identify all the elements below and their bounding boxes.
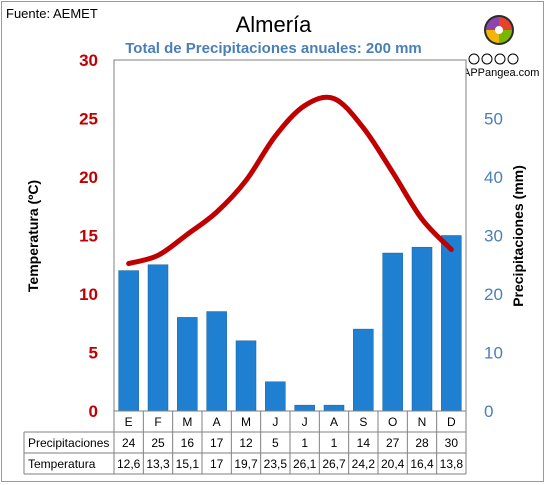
precipitation-bar bbox=[294, 404, 315, 412]
temperature-value: 13,8 bbox=[440, 457, 464, 471]
precipitation-value: 27 bbox=[386, 436, 400, 450]
y-right-tick-label: 0 bbox=[484, 402, 493, 421]
x-tick-label: J bbox=[272, 415, 278, 429]
x-tick-label: N bbox=[418, 415, 427, 429]
y-left-tick-label: 10 bbox=[79, 285, 98, 304]
temperature-value: 13,3 bbox=[146, 457, 170, 471]
chart-subtitle: Total de Precipitaciones anuales: 200 mm bbox=[125, 40, 422, 57]
precipitation-bar bbox=[441, 235, 462, 412]
y-right-tick-label: 40 bbox=[484, 168, 503, 187]
temperature-value: 26,1 bbox=[293, 457, 317, 471]
y-right-tick-label: 10 bbox=[484, 344, 503, 363]
x-tick-label: D bbox=[447, 415, 456, 429]
table-row-label-precipitation: Precipitaciones bbox=[28, 436, 109, 450]
temperature-line bbox=[126, 94, 454, 267]
x-tick-label: S bbox=[359, 415, 367, 429]
precipitation-value: 17 bbox=[210, 436, 224, 450]
precipitation-bar bbox=[147, 264, 169, 412]
temperature-value: 24,2 bbox=[352, 457, 376, 471]
precipitation-value: 14 bbox=[357, 436, 371, 450]
x-tick-label: E bbox=[125, 415, 133, 429]
temperature-value: 23,5 bbox=[264, 457, 288, 471]
y-left-tick-label: 0 bbox=[89, 402, 98, 421]
temperature-value: 16,4 bbox=[410, 457, 434, 471]
precipitation-value: 1 bbox=[331, 436, 338, 450]
chart-title: Almería bbox=[235, 12, 312, 37]
precipitation-bar bbox=[118, 270, 139, 412]
temperature-value: 19,7 bbox=[234, 457, 258, 471]
precipitation-value: 1 bbox=[301, 436, 308, 450]
temperature-value: 26,7 bbox=[322, 457, 346, 471]
x-tick-label: J bbox=[302, 415, 308, 429]
y-right-tick-label: 50 bbox=[484, 110, 503, 129]
temperature-value: 12,6 bbox=[117, 457, 141, 471]
temperature-value: 15,1 bbox=[176, 457, 200, 471]
appangea-logo-icon bbox=[484, 15, 514, 45]
precipitation-bar bbox=[323, 404, 345, 412]
precipitation-bar bbox=[382, 252, 403, 412]
precipitation-value: 30 bbox=[445, 436, 459, 450]
y-right-tick-label: 20 bbox=[484, 285, 503, 304]
x-tick-label: A bbox=[213, 415, 221, 429]
y-left-tick-label: 25 bbox=[79, 110, 98, 129]
precipitation-bar bbox=[235, 340, 257, 412]
x-tick-label: O bbox=[388, 415, 397, 429]
table-row-label-temperature: Temperatura bbox=[28, 457, 96, 471]
y-left-tick-label: 20 bbox=[79, 168, 98, 187]
x-tick-label: F bbox=[154, 415, 161, 429]
y-left-tick-label: 30 bbox=[79, 51, 98, 70]
creative-commons-icon bbox=[468, 53, 519, 65]
precipitation-bar bbox=[206, 311, 227, 412]
temperature-value: 17 bbox=[210, 457, 224, 471]
precipitation-bar bbox=[353, 328, 374, 412]
precipitation-value: 24 bbox=[122, 436, 136, 450]
y-left-tick-label: 5 bbox=[89, 344, 98, 363]
precipitation-value: 25 bbox=[151, 436, 165, 450]
precipitation-value: 28 bbox=[415, 436, 429, 450]
y-left-tick-label: 15 bbox=[79, 227, 98, 246]
y-right-tick-label: 30 bbox=[484, 227, 503, 246]
x-tick-label: M bbox=[241, 415, 251, 429]
precipitation-bar bbox=[411, 246, 433, 412]
precipitation-value: 5 bbox=[272, 436, 279, 450]
precipitation-bar bbox=[265, 381, 286, 412]
x-tick-label: A bbox=[330, 415, 338, 429]
x-tick-label: M bbox=[182, 415, 192, 429]
precipitation-bar bbox=[177, 317, 198, 412]
precipitation-value: 16 bbox=[181, 436, 195, 450]
precipitation-value: 12 bbox=[239, 436, 253, 450]
source-label: Fuente: AEMET bbox=[6, 6, 98, 21]
logo-text: APPangea.com bbox=[463, 67, 540, 79]
temperature-value: 20,4 bbox=[381, 457, 405, 471]
